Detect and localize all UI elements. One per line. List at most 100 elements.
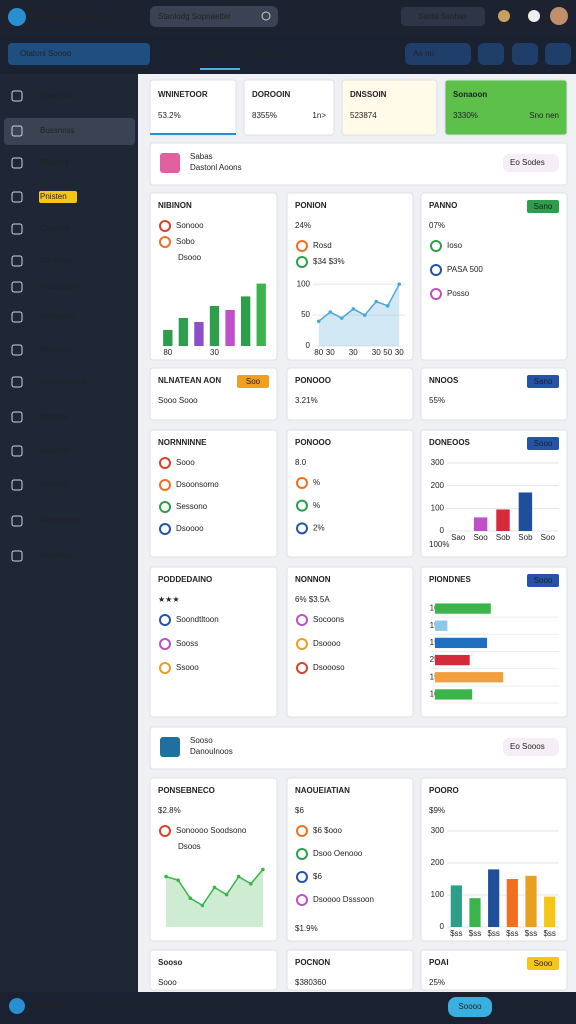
section-title: Sooso bbox=[190, 736, 213, 745]
card-title: NLNATEAN AON bbox=[158, 376, 221, 385]
card-title: DONEOOS bbox=[429, 438, 471, 447]
card bbox=[149, 566, 278, 718]
tab[interactable]: Nlenang bbox=[252, 50, 282, 59]
chart-title: Dsoos bbox=[178, 842, 201, 851]
x-tick-label: $ss bbox=[506, 929, 518, 938]
kpi-note: 1n> bbox=[312, 111, 326, 120]
sidebar-item[interactable]: Dantenis bbox=[40, 256, 72, 265]
card bbox=[286, 949, 414, 991]
footer-button[interactable] bbox=[448, 997, 492, 1017]
y-tick-label: 0 bbox=[440, 922, 445, 931]
chart-title: Dsooo bbox=[178, 253, 202, 262]
bar bbox=[496, 509, 510, 531]
card-value: Sooo bbox=[158, 978, 177, 987]
search-placeholder: Stanlodg Sopnaetter bbox=[158, 12, 231, 21]
icon-button[interactable] bbox=[512, 43, 538, 65]
sidebar-item[interactable]: Plonthls bbox=[40, 158, 68, 167]
point bbox=[236, 874, 241, 879]
item-icon bbox=[159, 638, 171, 650]
kpi-card bbox=[243, 79, 335, 136]
x-tick-label: $ss bbox=[469, 929, 481, 938]
user-chip[interactable] bbox=[401, 7, 485, 26]
search-icon bbox=[261, 11, 271, 21]
card bbox=[286, 367, 414, 421]
sidebar-item[interactable]: Nlogents bbox=[40, 345, 72, 354]
point bbox=[339, 316, 344, 320]
sidebar-item[interactable]: Bussnnss bbox=[40, 126, 75, 135]
section-button[interactable] bbox=[503, 154, 559, 172]
footer-text: Dsnnngoh Soooond Dlnee (O 2O0 2O3O bbox=[98, 1001, 244, 1010]
sidebar-item[interactable]: Coostas bbox=[40, 224, 69, 233]
card-line: Ssooo bbox=[176, 663, 199, 672]
action-label: Ao no bbox=[413, 49, 434, 58]
card-value: ★★★ bbox=[158, 595, 180, 604]
sidebar-item[interactable]: Rloklelen bbox=[40, 551, 73, 560]
card-line: Dsoooo Dsssoon bbox=[313, 895, 374, 904]
tab[interactable]: Folar bbox=[162, 50, 181, 59]
kpi-card bbox=[444, 79, 568, 136]
item-icon bbox=[296, 825, 308, 837]
icon-button[interactable] bbox=[545, 43, 571, 65]
kpi-label: WNINETOOR bbox=[158, 90, 208, 99]
bar bbox=[163, 330, 173, 346]
badge bbox=[527, 200, 559, 213]
section-button-label[interactable]: Eo Sodes bbox=[510, 158, 545, 167]
bar bbox=[194, 322, 204, 346]
icon-button[interactable] bbox=[478, 43, 504, 65]
sidebar-item[interactable]: Roosogonis bbox=[40, 282, 82, 291]
icon[interactable] bbox=[498, 10, 510, 22]
section-button[interactable] bbox=[503, 738, 559, 756]
item-icon bbox=[296, 614, 308, 626]
tab[interactable]: Nienin bbox=[202, 50, 225, 59]
card-line: Dsoo Oenooo bbox=[313, 849, 363, 858]
card bbox=[286, 566, 414, 718]
sidebar-item[interactable]: Hgoone bbox=[40, 412, 69, 421]
point bbox=[362, 313, 367, 317]
avatar[interactable] bbox=[550, 7, 568, 25]
icon[interactable] bbox=[528, 10, 540, 22]
toolbar-button[interactable] bbox=[8, 43, 150, 65]
point bbox=[224, 892, 229, 897]
card-value: Sooo Sooo bbox=[158, 396, 198, 405]
user-name: Ssotd Ssnhas bbox=[418, 12, 467, 21]
section-subtitle: Danoulnoos bbox=[190, 747, 233, 756]
item-icon bbox=[296, 638, 308, 650]
sidebar-item[interactable]: Unnisits bbox=[40, 480, 68, 489]
footer-button-label[interactable]: Soooo bbox=[458, 1002, 482, 1011]
sidebar-item[interactable]: Dnentun bbox=[40, 446, 70, 455]
sidebar-item[interactable]: Pnisten bbox=[40, 192, 67, 201]
badge bbox=[527, 957, 559, 970]
sidebar-item[interactable]: Nganoins bbox=[40, 91, 74, 100]
card-line: Socoons bbox=[313, 615, 344, 624]
sidebar-icon bbox=[11, 479, 23, 491]
x-tick-label: $ss bbox=[525, 929, 537, 938]
bar bbox=[225, 310, 235, 346]
item-icon bbox=[296, 848, 308, 860]
x-tick-label: 80 bbox=[163, 348, 172, 357]
section-button-label[interactable]: Eo Sooos bbox=[510, 742, 545, 751]
x-tick-label: $ss bbox=[487, 929, 499, 938]
bar bbox=[240, 296, 251, 346]
tab-indicator bbox=[200, 68, 240, 70]
bar bbox=[450, 885, 462, 927]
y-tick-label: 200 bbox=[431, 858, 445, 867]
action-button[interactable] bbox=[405, 43, 471, 65]
card-line: Soondtltoon bbox=[176, 615, 219, 624]
point bbox=[200, 903, 205, 908]
sidebar-icon bbox=[11, 125, 23, 137]
card bbox=[286, 429, 414, 558]
sidebar-item[interactable]: Aoolnoooons bbox=[40, 377, 87, 386]
sidebar-item[interactable]: Nlntaolee bbox=[40, 312, 74, 321]
card-footer: $1.9% bbox=[295, 924, 318, 933]
sidebar-active bbox=[4, 118, 135, 145]
bar bbox=[435, 672, 504, 683]
item-icon bbox=[430, 240, 442, 252]
item-icon bbox=[430, 264, 442, 276]
item-icon bbox=[296, 256, 308, 268]
card-value: 25% bbox=[429, 978, 445, 987]
sidebar-item[interactable]: Nlemghoon bbox=[40, 516, 81, 525]
bar bbox=[544, 896, 556, 927]
search-box[interactable] bbox=[150, 6, 278, 27]
